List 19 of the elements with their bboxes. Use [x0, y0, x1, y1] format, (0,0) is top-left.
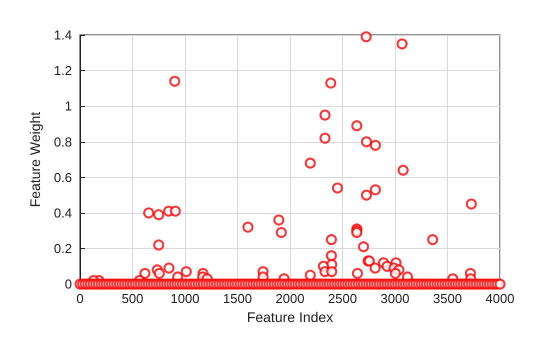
x-tick-label: 1500	[223, 291, 252, 306]
x-axis-title: Feature Index	[246, 309, 334, 325]
y-tick-label: 1	[64, 98, 72, 114]
x-tick-label: 1000	[170, 291, 200, 306]
y-axis-title: Feature Weight	[27, 112, 43, 208]
y-tick-label: 0.2	[54, 241, 72, 256]
x-tick-label: 0	[76, 291, 84, 306]
x-tick-label: 500	[122, 291, 144, 306]
x-tick-label: 3500	[433, 291, 462, 306]
x-tick-label: 2000	[276, 291, 304, 306]
x-tick-label: 3000	[380, 291, 410, 306]
x-tick-label: 4000	[486, 291, 514, 306]
y-tick-label: 0.6	[54, 170, 72, 185]
x-tick-label: 2500	[328, 291, 357, 306]
y-tick-label: 1.2	[54, 63, 72, 78]
y-tick-label: 0.8	[54, 134, 72, 150]
y-tick-label: 0.4	[54, 205, 72, 220]
y-tick-label: 1.4	[54, 28, 72, 42]
y-tick-label: 0	[64, 276, 72, 292]
